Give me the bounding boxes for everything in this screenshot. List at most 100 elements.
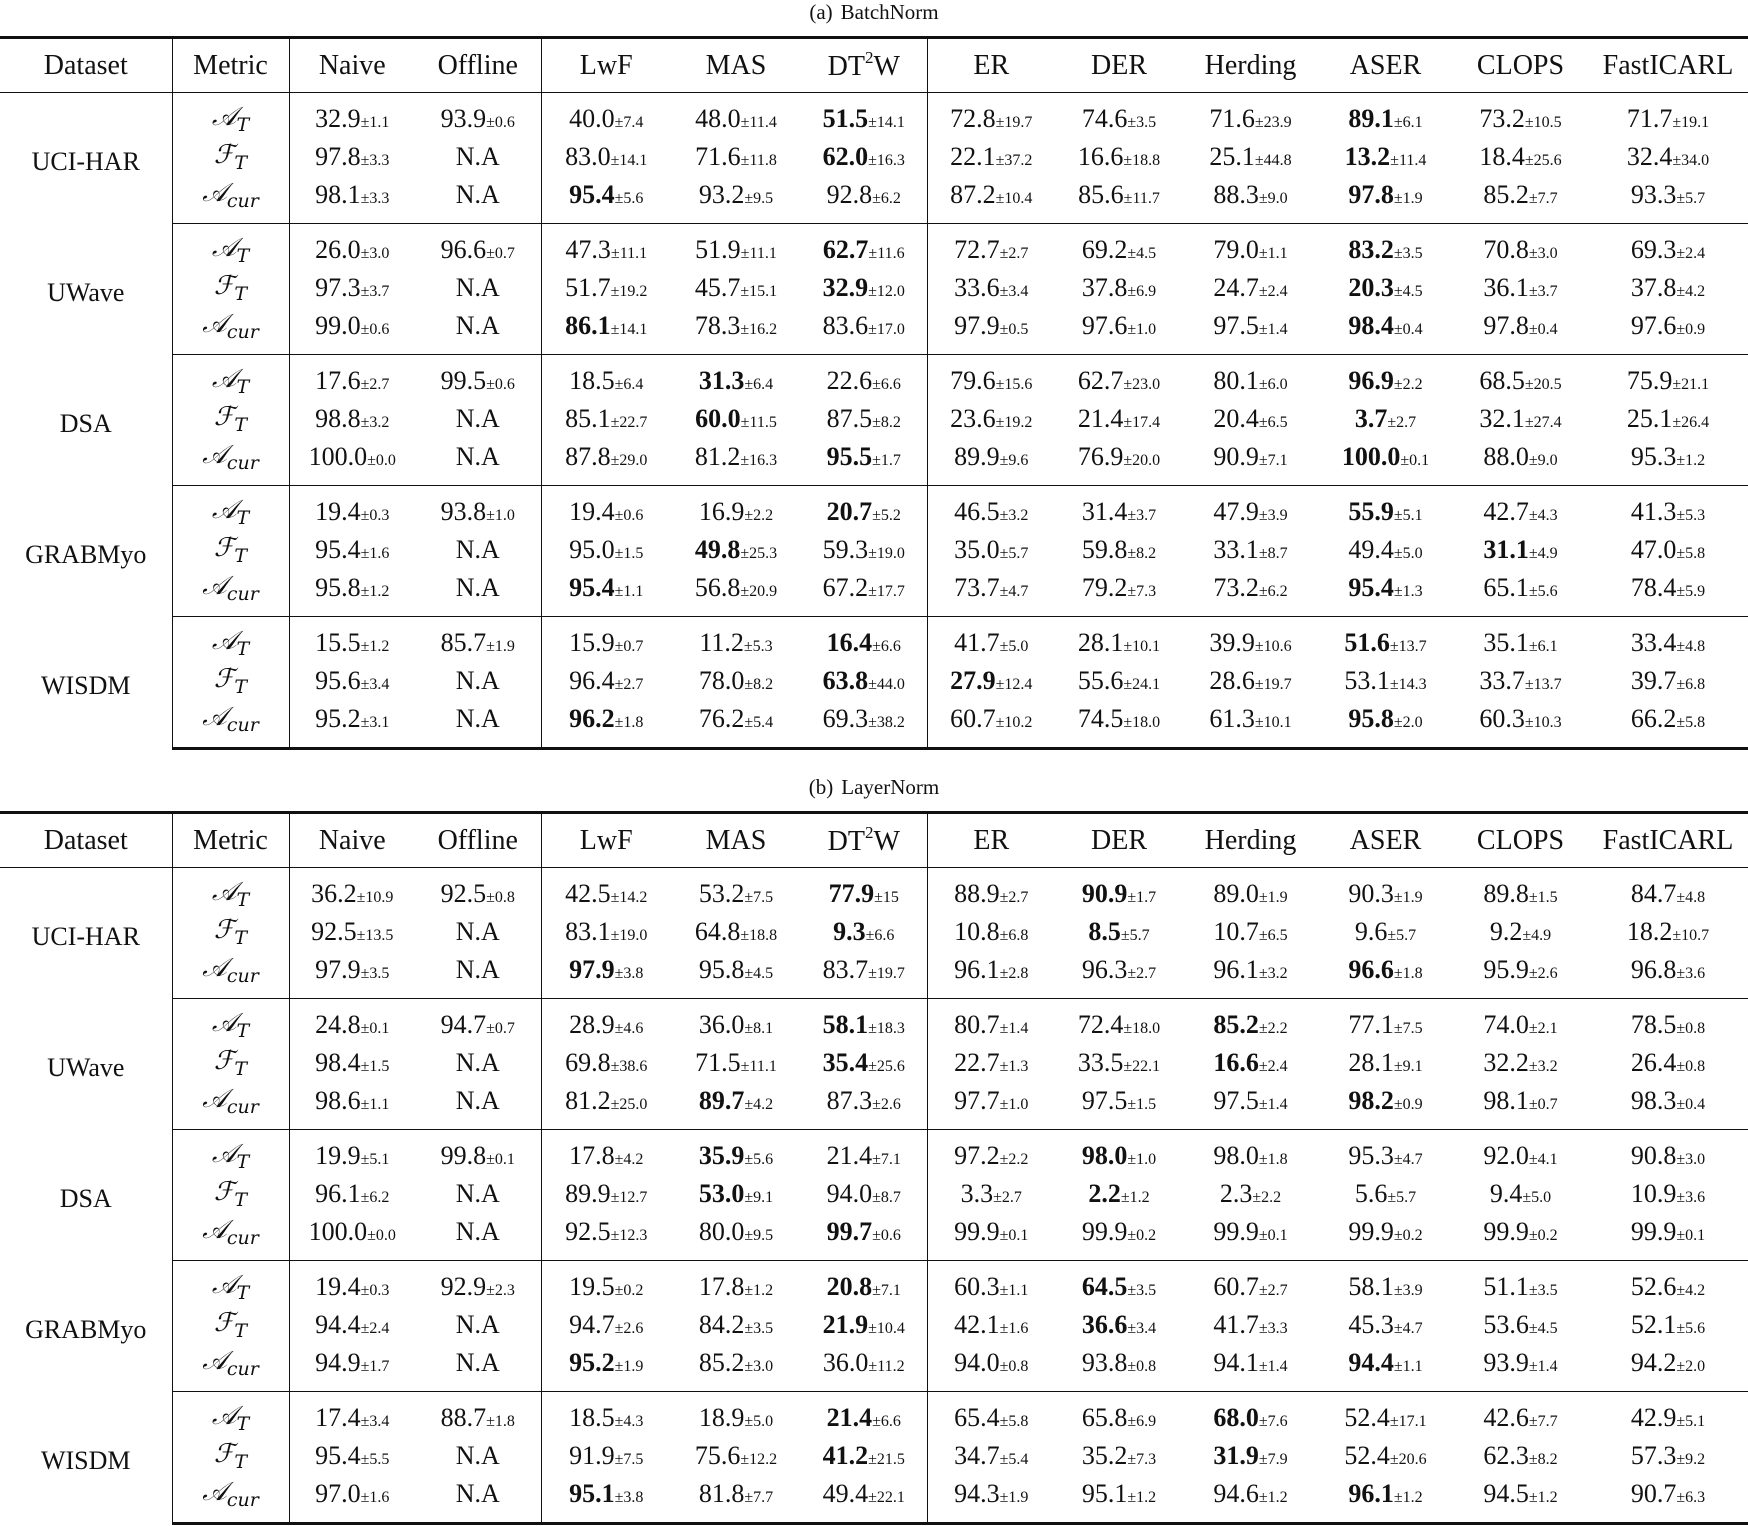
cell-std: ±4.7: [999, 583, 1029, 600]
cell-std: ±3.9: [1258, 507, 1288, 524]
column-header: CLOPS: [1453, 812, 1588, 868]
table-cell: 35.9±5.6: [671, 1130, 801, 1176]
caption-label: (b): [808, 775, 834, 799]
table-row: 𝒜cur 95.8±1.2 N.A 95.4±1.1 56.8±20.9 67.2±17.…: [0, 569, 1748, 617]
cell-value: 62.0: [822, 142, 869, 171]
metric-symbol: 𝒜: [202, 702, 227, 732]
cell-value: 28.1: [1348, 1048, 1394, 1077]
table-cell: 22.7±1.3: [927, 1044, 1055, 1082]
cell-std: ±16.3: [740, 452, 778, 469]
cell-value: 85.2: [1213, 1010, 1259, 1039]
cell-value: 96.1: [954, 955, 1000, 984]
column-header-label: Dataset: [43, 824, 128, 856]
table-cell: 95.3±4.7: [1318, 1130, 1453, 1176]
table-cell: 92.8±6.2: [801, 176, 928, 224]
cell-value: 52.1: [1630, 1310, 1677, 1339]
cell-value: 26.4: [1630, 1048, 1677, 1077]
cell-value: 18.2: [1626, 917, 1673, 946]
table-cell: N.A: [415, 913, 542, 951]
metric-subscript: T: [236, 245, 250, 267]
table-cell: N.A: [415, 662, 542, 700]
table-cell: 57.3±9.2: [1588, 1437, 1748, 1475]
column-header: LwF: [541, 812, 671, 868]
metric-subscript: T: [234, 283, 248, 305]
column-header-label: ASER: [1349, 49, 1422, 81]
cell-std: ±5.7: [999, 545, 1029, 562]
metric-symbol: ℱ: [213, 1046, 235, 1076]
cell-std: ±6.6: [872, 376, 901, 393]
cell-value: 95.5: [826, 442, 873, 471]
cell-value: 96.1: [1213, 955, 1259, 984]
table-cell: 98.4±0.4: [1318, 307, 1453, 355]
cell-std: ±3.4: [999, 283, 1029, 300]
metric-symbol: 𝒜: [202, 178, 227, 208]
column-header-label: DT: [827, 51, 865, 82]
cell-value: 94.9: [315, 1348, 361, 1377]
cell-std: ±18.3: [868, 1020, 905, 1037]
table-cell: 66.2±5.8: [1588, 700, 1748, 750]
table-cell: 79.0±1.1: [1183, 224, 1318, 270]
table-cell: 33.7±13.7: [1453, 662, 1588, 700]
caption-text: LayerNorm: [841, 775, 940, 799]
cell-value: 95.8: [698, 955, 745, 984]
cell-value: 19.4: [315, 497, 361, 526]
cell-std: ±20.5: [1524, 376, 1562, 393]
cell-value: 78.4: [1630, 573, 1677, 602]
table-cell: 89.7±4.2: [671, 1082, 801, 1130]
cell-value: 60.7: [1213, 1272, 1259, 1301]
table-cell: 22.6±6.6: [801, 354, 928, 400]
table-cell: 99.0±0.6: [289, 307, 415, 355]
cell-value: 96.6: [440, 235, 487, 264]
cell-std: ±1.9: [1393, 190, 1423, 207]
cell-std: ±2.7: [614, 676, 644, 693]
cell-std: ±2.2: [744, 507, 774, 524]
table-cell: 94.3±1.9: [927, 1475, 1055, 1525]
table-cell: 19.4±0.3: [289, 1261, 415, 1307]
cell-std: ±22.7: [610, 414, 648, 431]
cell-value: 46.5: [954, 497, 1000, 526]
cell-std: ±12.4: [995, 676, 1033, 693]
table-cell: 59.8±8.2: [1055, 531, 1183, 569]
cell-value: 90.8: [1630, 1141, 1677, 1170]
metric-label: 𝒜T: [172, 867, 290, 913]
cell-value: 97.5: [1213, 311, 1259, 340]
cell-value: 99.9: [954, 1217, 1000, 1246]
table-cell: 95.8±1.2: [289, 569, 415, 617]
table-cell: 94.0±8.7: [801, 1175, 928, 1213]
table-cell: 47.3±11.1: [541, 224, 671, 270]
cell-value: 21.4: [826, 1141, 873, 1170]
table-cell: 25.1±44.8: [1183, 138, 1318, 176]
cell-std: ±0.2: [1528, 1227, 1558, 1244]
table-cell: 99.5±0.6: [415, 354, 542, 400]
table-cell: 94.7±2.6: [541, 1306, 671, 1344]
cell-value: 80.7: [954, 1010, 1000, 1039]
metric-symbol: 𝒜: [202, 440, 227, 470]
cell-value: 18.5: [569, 366, 615, 395]
table-cell: 97.9±3.8: [541, 951, 671, 999]
cell-value: 75.9: [1626, 366, 1673, 395]
cell-value: 45.7: [694, 273, 741, 302]
cell-std: ±5.6: [1528, 583, 1558, 600]
cell-value: 96.3: [1081, 955, 1128, 984]
table-cell: 95.1±3.8: [541, 1475, 671, 1525]
table-cell: 28.9±4.6: [541, 999, 671, 1045]
cell-std: ±19.0: [868, 545, 905, 562]
cell-value: 90.9: [1213, 442, 1259, 471]
cell-value: 41.7: [1213, 1310, 1259, 1339]
table-cell: 95.2±3.1: [289, 700, 415, 750]
metric-symbol: 𝒜: [211, 1401, 237, 1431]
cell-std: ±1.9: [999, 1489, 1029, 1506]
cell-std: ±7.9: [1258, 1451, 1288, 1468]
table-cell: 18.5±4.3: [541, 1392, 671, 1438]
table-cell: 70.8±3.0: [1453, 224, 1588, 270]
cell-value: 93.2: [698, 180, 745, 209]
cell-std: ±6.4: [614, 376, 644, 393]
table-row: ℱT 96.1±6.2 N.A 89.9±12.7 53.0±9.1 94.0±8.7 3.…: [0, 1175, 1748, 1213]
cell-std: ±0.8: [1676, 1058, 1706, 1075]
cell-std: ±2.7: [1127, 965, 1157, 982]
metric-subscript: cur: [226, 1358, 259, 1380]
cell-value: 10.7: [1213, 917, 1259, 946]
metric-subscript: cur: [226, 190, 259, 212]
table-cell: 87.2±10.4: [927, 176, 1055, 224]
cell-value: 16.6: [1077, 142, 1124, 171]
